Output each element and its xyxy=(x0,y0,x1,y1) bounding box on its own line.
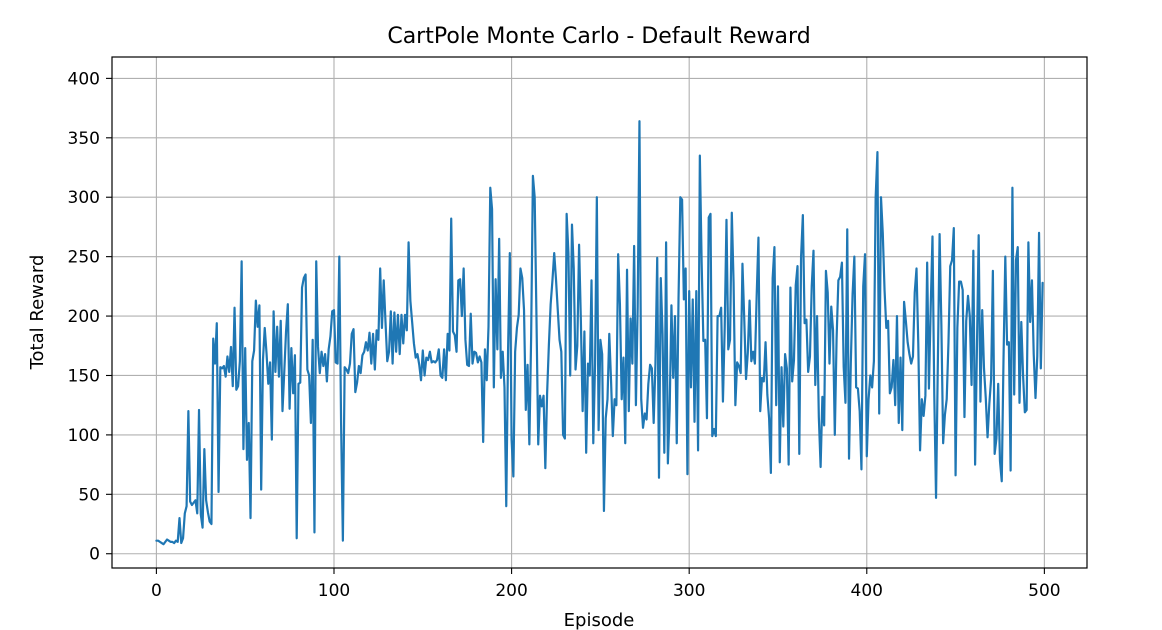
x-tick-label: 200 xyxy=(495,581,527,601)
y-tick-label: 300 xyxy=(68,188,100,208)
ticks: 0 100 200 300 400 500 0 50 100 150 200 250 300 350 400 xyxy=(68,69,1061,601)
y-tick-label: 50 xyxy=(78,485,100,505)
y-tick-label: 150 xyxy=(68,366,100,386)
y-tick-label: 200 xyxy=(68,307,100,327)
plot-frame xyxy=(111,56,1088,569)
series-line xyxy=(155,120,1044,546)
x-tick-label: 500 xyxy=(1028,581,1060,601)
x-tick-label: 400 xyxy=(851,581,883,601)
series-layer xyxy=(155,120,1044,546)
x-axis-label: Episode xyxy=(564,610,635,630)
y-tick-label: 100 xyxy=(68,426,100,446)
x-tick-label: 0 xyxy=(151,581,162,601)
y-tick-label: 400 xyxy=(68,69,100,89)
x-tick-label: 100 xyxy=(318,581,350,601)
y-tick-label: 350 xyxy=(68,129,100,149)
y-axis-label: Total Reward xyxy=(27,255,48,371)
chart-title: CartPole Monte Carlo - Default Reward xyxy=(387,24,810,49)
y-tick-label: 250 xyxy=(68,248,100,268)
x-tick-label: 300 xyxy=(673,581,705,601)
y-tick-label: 0 xyxy=(89,545,100,565)
